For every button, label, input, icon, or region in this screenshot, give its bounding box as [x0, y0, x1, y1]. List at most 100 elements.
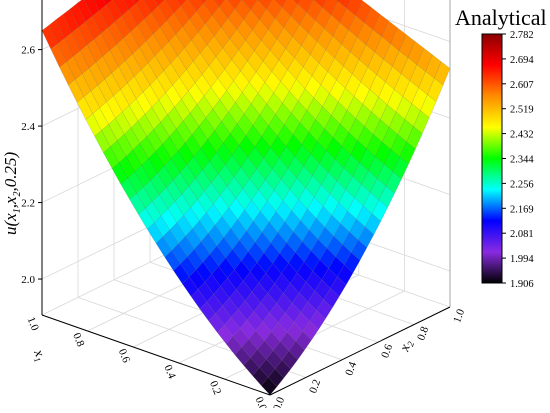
- surface-cell: [97, 78, 114, 103]
- surface-cell: [336, 0, 339, 2]
- surface-cell: [177, 47, 194, 70]
- surface-cell: [146, 222, 164, 244]
- surface-cell: [262, 49, 280, 72]
- surface-cell: [154, 0, 165, 7]
- surface-cell: [93, 0, 107, 11]
- surface-cell: [346, 95, 364, 119]
- surface-cell: [148, 151, 165, 174]
- surface-cell: [292, 122, 310, 145]
- surface-cell: [313, 0, 327, 8]
- x1-tick-label: 0.8: [70, 331, 86, 349]
- surface-cell: [138, 207, 155, 230]
- surface-cell: [98, 4, 116, 28]
- surface-cell: [137, 113, 154, 137]
- x2-axis-line: [269, 306, 451, 396]
- surface-cell: [76, 0, 93, 23]
- surface-cell: [231, 49, 248, 72]
- surface-cell: [248, 330, 265, 350]
- surface-cell: [204, 273, 221, 295]
- surface-cell: [214, 121, 231, 144]
- x2-tick-label: 1.0: [451, 307, 467, 324]
- surface-cell: [239, 319, 256, 340]
- colorbar-label: 2.432: [510, 130, 534, 141]
- surface-cell: [344, 252, 361, 274]
- surface-cell: [191, 31, 208, 54]
- colorbar: 2.782 2.694 2.607 2.519 2.432 2.344 2.256 2.169…: [481, 30, 534, 290]
- surface-cell: [134, 69, 151, 93]
- surface-cell: [141, 158, 158, 181]
- surface-cell: [209, 245, 226, 267]
- surface-cell: [200, 233, 218, 255]
- surface-cell: [237, 209, 254, 232]
- surface-cell: [191, 126, 208, 149]
- surface-cell: [50, 43, 67, 68]
- z-tick-label: 2.2: [21, 198, 35, 210]
- axes-frame: [41, 0, 451, 396]
- surface-cell: [189, 10, 206, 33]
- surface-cell: [80, 44, 97, 69]
- z-tick-label: 2.4: [21, 121, 35, 133]
- surface-cell: [94, 130, 111, 154]
- surface-cell: [158, 0, 175, 21]
- surface-cell: [105, 0, 123, 23]
- x1-tick-label: 0.2: [207, 379, 223, 396]
- surface-cell: [337, 0, 351, 9]
- surface-cell: [120, 177, 137, 200]
- surface-cell: [254, 136, 271, 159]
- surface-cell: [182, 112, 200, 136]
- x2-axis-title: x2: [397, 338, 416, 355]
- surface-cell: [103, 0, 113, 6]
- surface-cell: [85, 113, 102, 137]
- surface-cell: [123, 0, 136, 11]
- surface-cell: [288, 340, 305, 361]
- x1-tick-label: 0.6: [116, 347, 132, 365]
- surface-cell: [85, 15, 102, 40]
- x2-tick-label: 0.4: [343, 360, 359, 377]
- surface-cell: [90, 84, 107, 109]
- colorbar-label: 2.782: [510, 30, 534, 41]
- surface-cell: [187, 248, 204, 270]
- colorbar-label: 1.906: [510, 279, 534, 290]
- surface-cell: [57, 37, 74, 63]
- surface-cell: [100, 27, 118, 51]
- surface-cell: [250, 92, 268, 116]
- surface-cell: [193, 147, 210, 171]
- surface-cell: [378, 185, 395, 208]
- colorbar-label: 2.607: [510, 80, 534, 91]
- surface-cell: [123, 31, 140, 55]
- surface-cell: [217, 324, 234, 345]
- surface-cell: [316, 299, 333, 320]
- surface-cell: [385, 171, 402, 194]
- surface-cell: [304, 75, 322, 99]
- surface-cell: [103, 146, 120, 170]
- surface-cell: [92, 10, 109, 34]
- colorbar-label: 2.256: [510, 179, 534, 190]
- surface-cell: [251, 282, 268, 303]
- x1-axis-line: [41, 314, 271, 396]
- surface-cell: [133, 0, 141, 4]
- surface-cell: [172, 77, 189, 100]
- surface-cell: [109, 43, 126, 68]
- x2-tick-label: 0.8: [415, 325, 431, 342]
- surface-cell: [129, 193, 146, 215]
- surface-cell: [128, 98, 146, 122]
- surface-cell: [310, 238, 328, 261]
- surface-cell: [199, 301, 216, 322]
- surface-cell: [235, 188, 252, 211]
- colorbar-label: 2.344: [510, 155, 534, 166]
- surface-cell: [114, 15, 131, 39]
- colorbar-label: 2.169: [510, 204, 534, 215]
- chart-title: Analytical: [455, 5, 547, 30]
- surface-cell: [198, 117, 215, 140]
- x1-tick-label: 0.0: [253, 395, 269, 408]
- surface-cell: [252, 19, 269, 41]
- surface-cell: [218, 0, 236, 19]
- surface-cell: [104, 72, 121, 97]
- surface-cell: [88, 61, 106, 86]
- z-tick-label: 2.6: [21, 45, 35, 57]
- surface-cell: [111, 162, 129, 185]
- surface-cell: [229, 28, 246, 51]
- surface-cell: [286, 321, 304, 342]
- surface-cell: [222, 297, 239, 318]
